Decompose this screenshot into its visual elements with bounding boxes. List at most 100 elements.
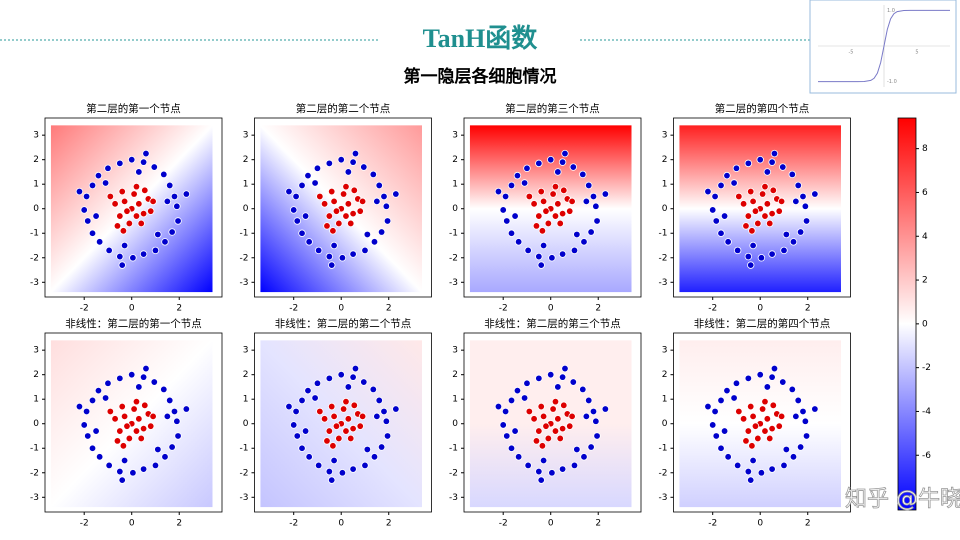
scatter-point (733, 246, 742, 255)
y-tick-label: -1 (30, 444, 39, 454)
scatter-point (749, 197, 757, 206)
colorbar-tick-label: 0 (922, 319, 928, 329)
scatter-point (558, 373, 567, 381)
scatter-point (717, 229, 725, 237)
scatter-point (375, 396, 383, 405)
scatter-point (160, 170, 168, 179)
x-tick-label: -2 (289, 519, 298, 529)
scatter-point (104, 379, 112, 387)
subplot-title: 第二层的第二个节点 (296, 102, 391, 115)
scatter-point (548, 469, 556, 477)
scatter-point (704, 187, 712, 196)
subplot-title: 非线性：第二层的第二个节点 (275, 317, 412, 330)
scatter-point (383, 432, 392, 440)
scatter-point (350, 401, 358, 410)
scatter-point (585, 181, 593, 190)
scatter-point (330, 241, 338, 250)
y-tick-label: 3 (33, 346, 39, 356)
x-tick-label: 0 (129, 519, 135, 529)
inset-x-tick-label: -5 (849, 50, 854, 56)
scatter-point (768, 424, 776, 433)
scatter-point (539, 456, 548, 465)
scatter-point (561, 364, 569, 373)
scatter-point (330, 197, 338, 206)
y-tick-label: -2 (449, 468, 458, 478)
scatter-point (301, 212, 310, 220)
scatter-point (779, 378, 787, 386)
subplot-title: 非线性：第二层的第一个节点 (65, 317, 202, 330)
scatter-point (332, 422, 341, 430)
scatter-point (748, 442, 756, 450)
scatter-point (80, 421, 88, 429)
colorbar-tick-label: 8 (922, 144, 928, 154)
scatter-point (744, 374, 753, 383)
scatter-point (116, 427, 124, 435)
scatter-point (801, 202, 810, 210)
scatter-point (342, 397, 350, 406)
scatter-point (382, 202, 391, 210)
scatter-point (777, 412, 786, 421)
scatter-point (717, 396, 725, 405)
scatter-point (503, 432, 511, 440)
scatter-point (709, 421, 717, 429)
scatter-point (139, 158, 148, 166)
scatter-point (325, 212, 334, 220)
scatter-point (301, 427, 310, 435)
scatter-point (105, 246, 113, 255)
scatter-point (356, 422, 364, 430)
scatter-point (363, 230, 372, 239)
scatter-point (380, 407, 388, 416)
y-tick-label: 0 (452, 419, 458, 429)
scatter-point (568, 412, 576, 421)
scatter-point (507, 229, 516, 237)
scatter-point (392, 190, 400, 198)
scatter-point (330, 412, 338, 421)
scatter-point (554, 168, 562, 176)
colorbar-tick-label: -2 (922, 363, 931, 373)
y-tick-label: 0 (33, 204, 39, 214)
scatter-point (501, 192, 510, 201)
scatter-point (349, 209, 357, 218)
scatter-point (342, 182, 350, 191)
scatter-point (761, 397, 769, 406)
scatter-point (329, 227, 337, 235)
x-tick-label: 2 (595, 304, 601, 314)
scatter-point (744, 427, 753, 435)
scatter-point (747, 402, 755, 411)
scatter-point (723, 171, 731, 180)
inset-frame (809, 0, 957, 94)
scatter-point (328, 187, 336, 196)
scatter-point (748, 227, 756, 235)
y-tick-label: -1 (240, 229, 249, 239)
scatter-point (358, 197, 367, 206)
scatter-point (113, 222, 122, 230)
y-tick-label: 1 (33, 395, 39, 405)
scatter-point (373, 412, 381, 421)
scatter-point (777, 197, 786, 206)
y-tick-label: 2 (33, 370, 39, 380)
scatter-point (560, 401, 568, 410)
scatter-point (511, 212, 519, 220)
scatter-point (582, 197, 591, 206)
scatter-point (316, 407, 324, 416)
y-tick-label: 3 (662, 346, 668, 356)
scatter-point (524, 461, 532, 470)
scatter-point (709, 206, 717, 214)
x-tick-label: 2 (176, 519, 182, 529)
scatter-point (749, 412, 757, 421)
scatter-point (768, 250, 776, 258)
scatter-point (305, 453, 313, 461)
scatter-point (558, 158, 567, 166)
scatter-point (349, 465, 357, 473)
scatter-point (325, 252, 334, 261)
scatter-point (739, 200, 748, 208)
scatter-point (739, 415, 748, 423)
scatter-point (350, 186, 358, 195)
scatter-point (160, 385, 168, 394)
x-tick-label: -2 (80, 304, 89, 314)
scatter-point (332, 207, 341, 215)
scatter-point (173, 417, 181, 425)
scatter-point (147, 422, 155, 430)
scatter-point (141, 401, 149, 410)
x-tick-label: 2 (595, 519, 601, 529)
